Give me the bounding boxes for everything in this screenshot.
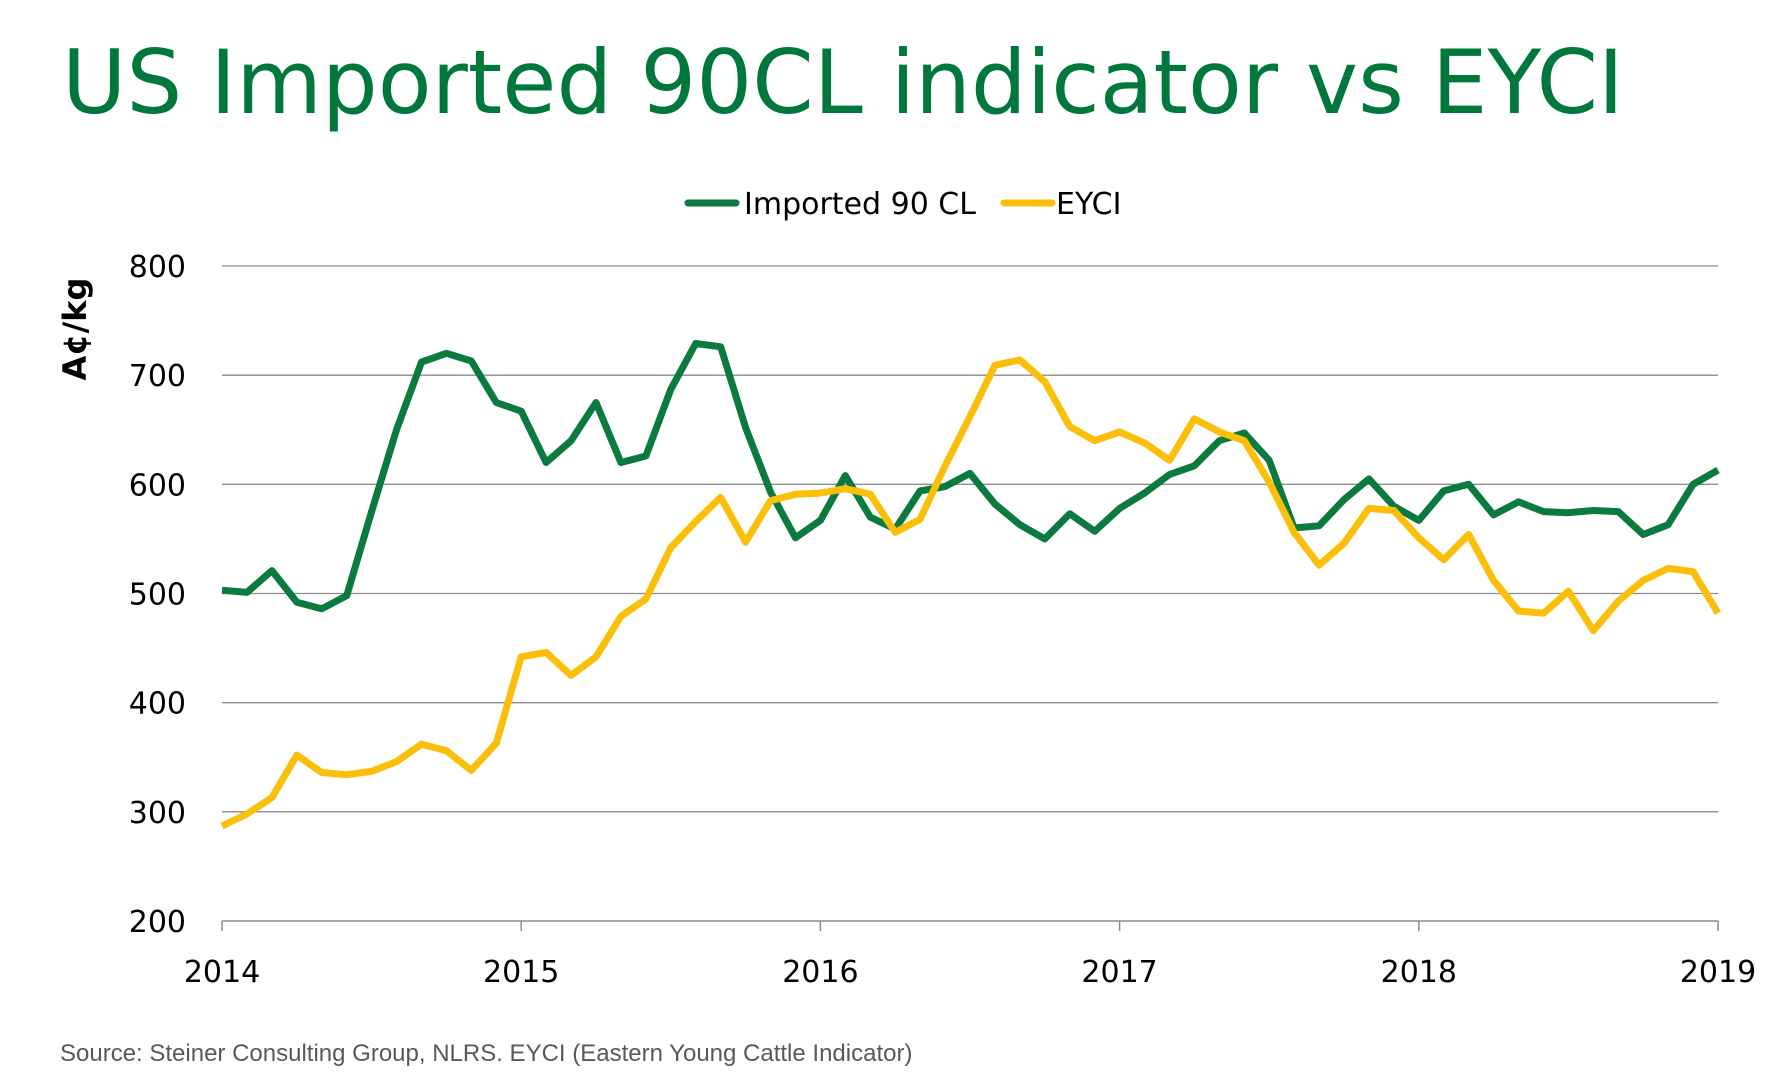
x-tick-label: 2016 — [782, 955, 858, 990]
y-tick-label: 800 — [129, 250, 186, 285]
y-tick-label: 200 — [129, 905, 186, 940]
x-tick-label: 2019 — [1680, 955, 1756, 990]
x-tick-label: 2018 — [1381, 955, 1457, 990]
gridlines — [222, 265, 1718, 813]
x-tick-label: 2014 — [184, 955, 260, 990]
y-tick-label: 600 — [129, 468, 186, 503]
series-line-eyci — [220, 356, 1722, 830]
y-tick-label: 700 — [129, 359, 186, 394]
legend-label: Imported 90 CL — [744, 187, 976, 222]
x-tick-label: 2015 — [483, 955, 559, 990]
y-axis-title: A¢/kg — [56, 278, 94, 381]
y-tick-label: 500 — [129, 578, 186, 613]
y-axis-ticks: 200 300 400 500 600 700 800 — [129, 250, 186, 940]
x-axis-ticks: 2014 2015 2016 2017 2018 2019 — [184, 921, 1756, 990]
y-tick-label: 300 — [129, 796, 186, 831]
legend-label: EYCI — [1056, 187, 1121, 222]
series-lines — [220, 340, 1722, 830]
source-note: Source: Steiner Consulting Group, NLRS. … — [60, 1040, 913, 1067]
slide-title: US Imported 90CL indicator vs EYCI — [62, 31, 1624, 134]
legend: Imported 90 CL EYCI — [684, 187, 1121, 222]
y-tick-label: 400 — [129, 687, 186, 722]
series-line-imported-90cl — [221, 340, 1720, 613]
x-tick-label: 2017 — [1081, 955, 1157, 990]
